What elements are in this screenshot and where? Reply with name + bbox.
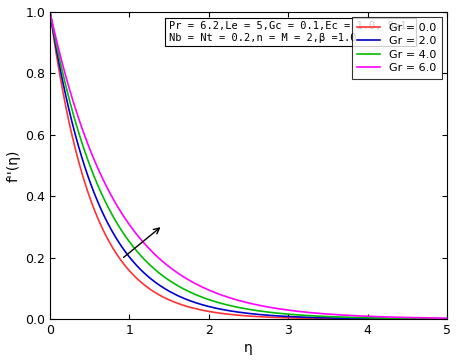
Text: Pr = 6.2,Le = 5,Gc = 0.1,Ec = 1.0, S=1,
Nb = Nt = 0.2,n = M = 2,β =1.0: Pr = 6.2,Le = 5,Gc = 0.1,Ec = 1.0, S=1, … [169, 21, 413, 43]
Y-axis label: f''(η): f''(η) [7, 149, 21, 182]
Legend: Gr = 0.0, Gr = 2.0, Gr = 4.0, Gr = 6.0: Gr = 0.0, Gr = 2.0, Gr = 4.0, Gr = 6.0 [352, 17, 442, 79]
X-axis label: η: η [244, 341, 253, 355]
